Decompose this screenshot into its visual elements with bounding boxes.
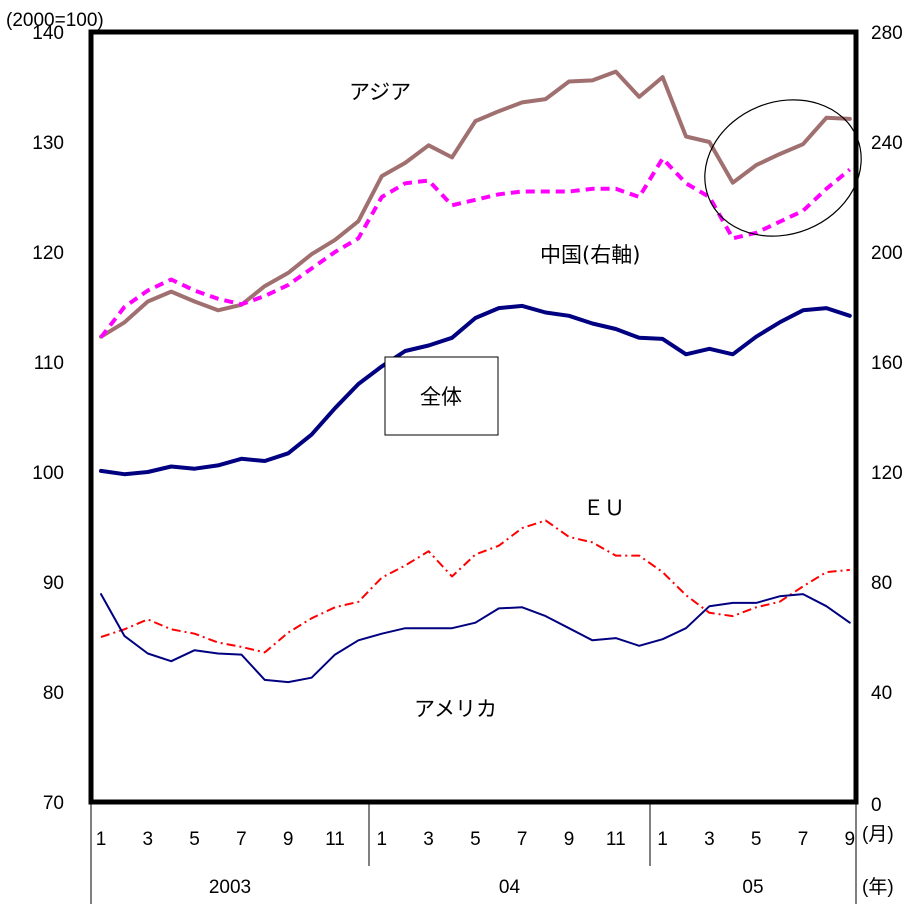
left-tick-label: 80 bbox=[43, 683, 64, 704]
right-tick-label: 200 bbox=[871, 243, 903, 264]
left-tick-label: 110 bbox=[34, 353, 64, 374]
right-tick-label: 160 bbox=[871, 353, 903, 374]
month-label: 1 bbox=[96, 829, 107, 850]
left-tick-label: 130 bbox=[32, 133, 64, 154]
series-line-1 bbox=[99, 156, 852, 339]
label-america: アメリカ bbox=[414, 697, 497, 721]
month-label: 3 bbox=[423, 829, 434, 850]
label-eu: ＥＵ bbox=[583, 496, 625, 520]
right-tick-label: 120 bbox=[871, 463, 903, 484]
label-china: 中国(右軸) bbox=[540, 243, 640, 267]
year-label: 2003 bbox=[209, 877, 251, 898]
series-line-3 bbox=[100, 519, 850, 654]
series-lines bbox=[99, 69, 852, 684]
left-tick-label: 90 bbox=[43, 573, 64, 594]
year-label: 04 bbox=[499, 877, 521, 898]
label-total-box bbox=[384, 356, 499, 436]
left-tick-label: 140 bbox=[32, 23, 64, 44]
highlight-ellipse bbox=[704, 99, 862, 237]
year-unit: (年) bbox=[862, 876, 894, 898]
month-label: 9 bbox=[283, 829, 294, 850]
left-tick-label: 70 bbox=[43, 793, 64, 814]
month-unit: (月) bbox=[862, 824, 894, 845]
month-label: 9 bbox=[564, 829, 575, 850]
month-label: 9 bbox=[845, 829, 856, 850]
plot-frame bbox=[88, 29, 859, 805]
right-tick-label: 80 bbox=[871, 573, 892, 594]
month-label: 5 bbox=[470, 829, 481, 850]
month-label: 7 bbox=[517, 829, 528, 850]
right-tick-label: 280 bbox=[871, 23, 903, 44]
label-total: 全体 bbox=[420, 385, 462, 409]
month-label: 5 bbox=[189, 829, 200, 850]
series-line-2 bbox=[99, 303, 852, 477]
left-tick-label: 120 bbox=[32, 243, 64, 264]
left-axis-unit: (2000=100) bbox=[6, 10, 104, 31]
series-line-0 bbox=[99, 69, 852, 339]
series-line-4 bbox=[100, 593, 851, 684]
right-tick-label: 0 bbox=[871, 795, 882, 816]
month-label: 3 bbox=[143, 829, 154, 850]
month-label: 11 bbox=[325, 829, 345, 850]
month-label: 1 bbox=[377, 829, 388, 850]
label-asia: アジア bbox=[349, 80, 411, 104]
month-label: 7 bbox=[798, 829, 809, 850]
right-tick-label: 40 bbox=[871, 683, 892, 704]
right-tick-label: 240 bbox=[871, 133, 903, 154]
left-tick-label: 100 bbox=[32, 463, 64, 484]
month-label: 3 bbox=[704, 829, 715, 850]
month-label: 1 bbox=[657, 829, 668, 850]
month-label: 11 bbox=[606, 829, 626, 850]
year-label: 05 bbox=[742, 877, 763, 898]
month-label: 5 bbox=[751, 829, 762, 850]
month-label: 7 bbox=[236, 829, 247, 850]
axes: 7080901001101201301400408012016020024028… bbox=[6, 10, 903, 904]
